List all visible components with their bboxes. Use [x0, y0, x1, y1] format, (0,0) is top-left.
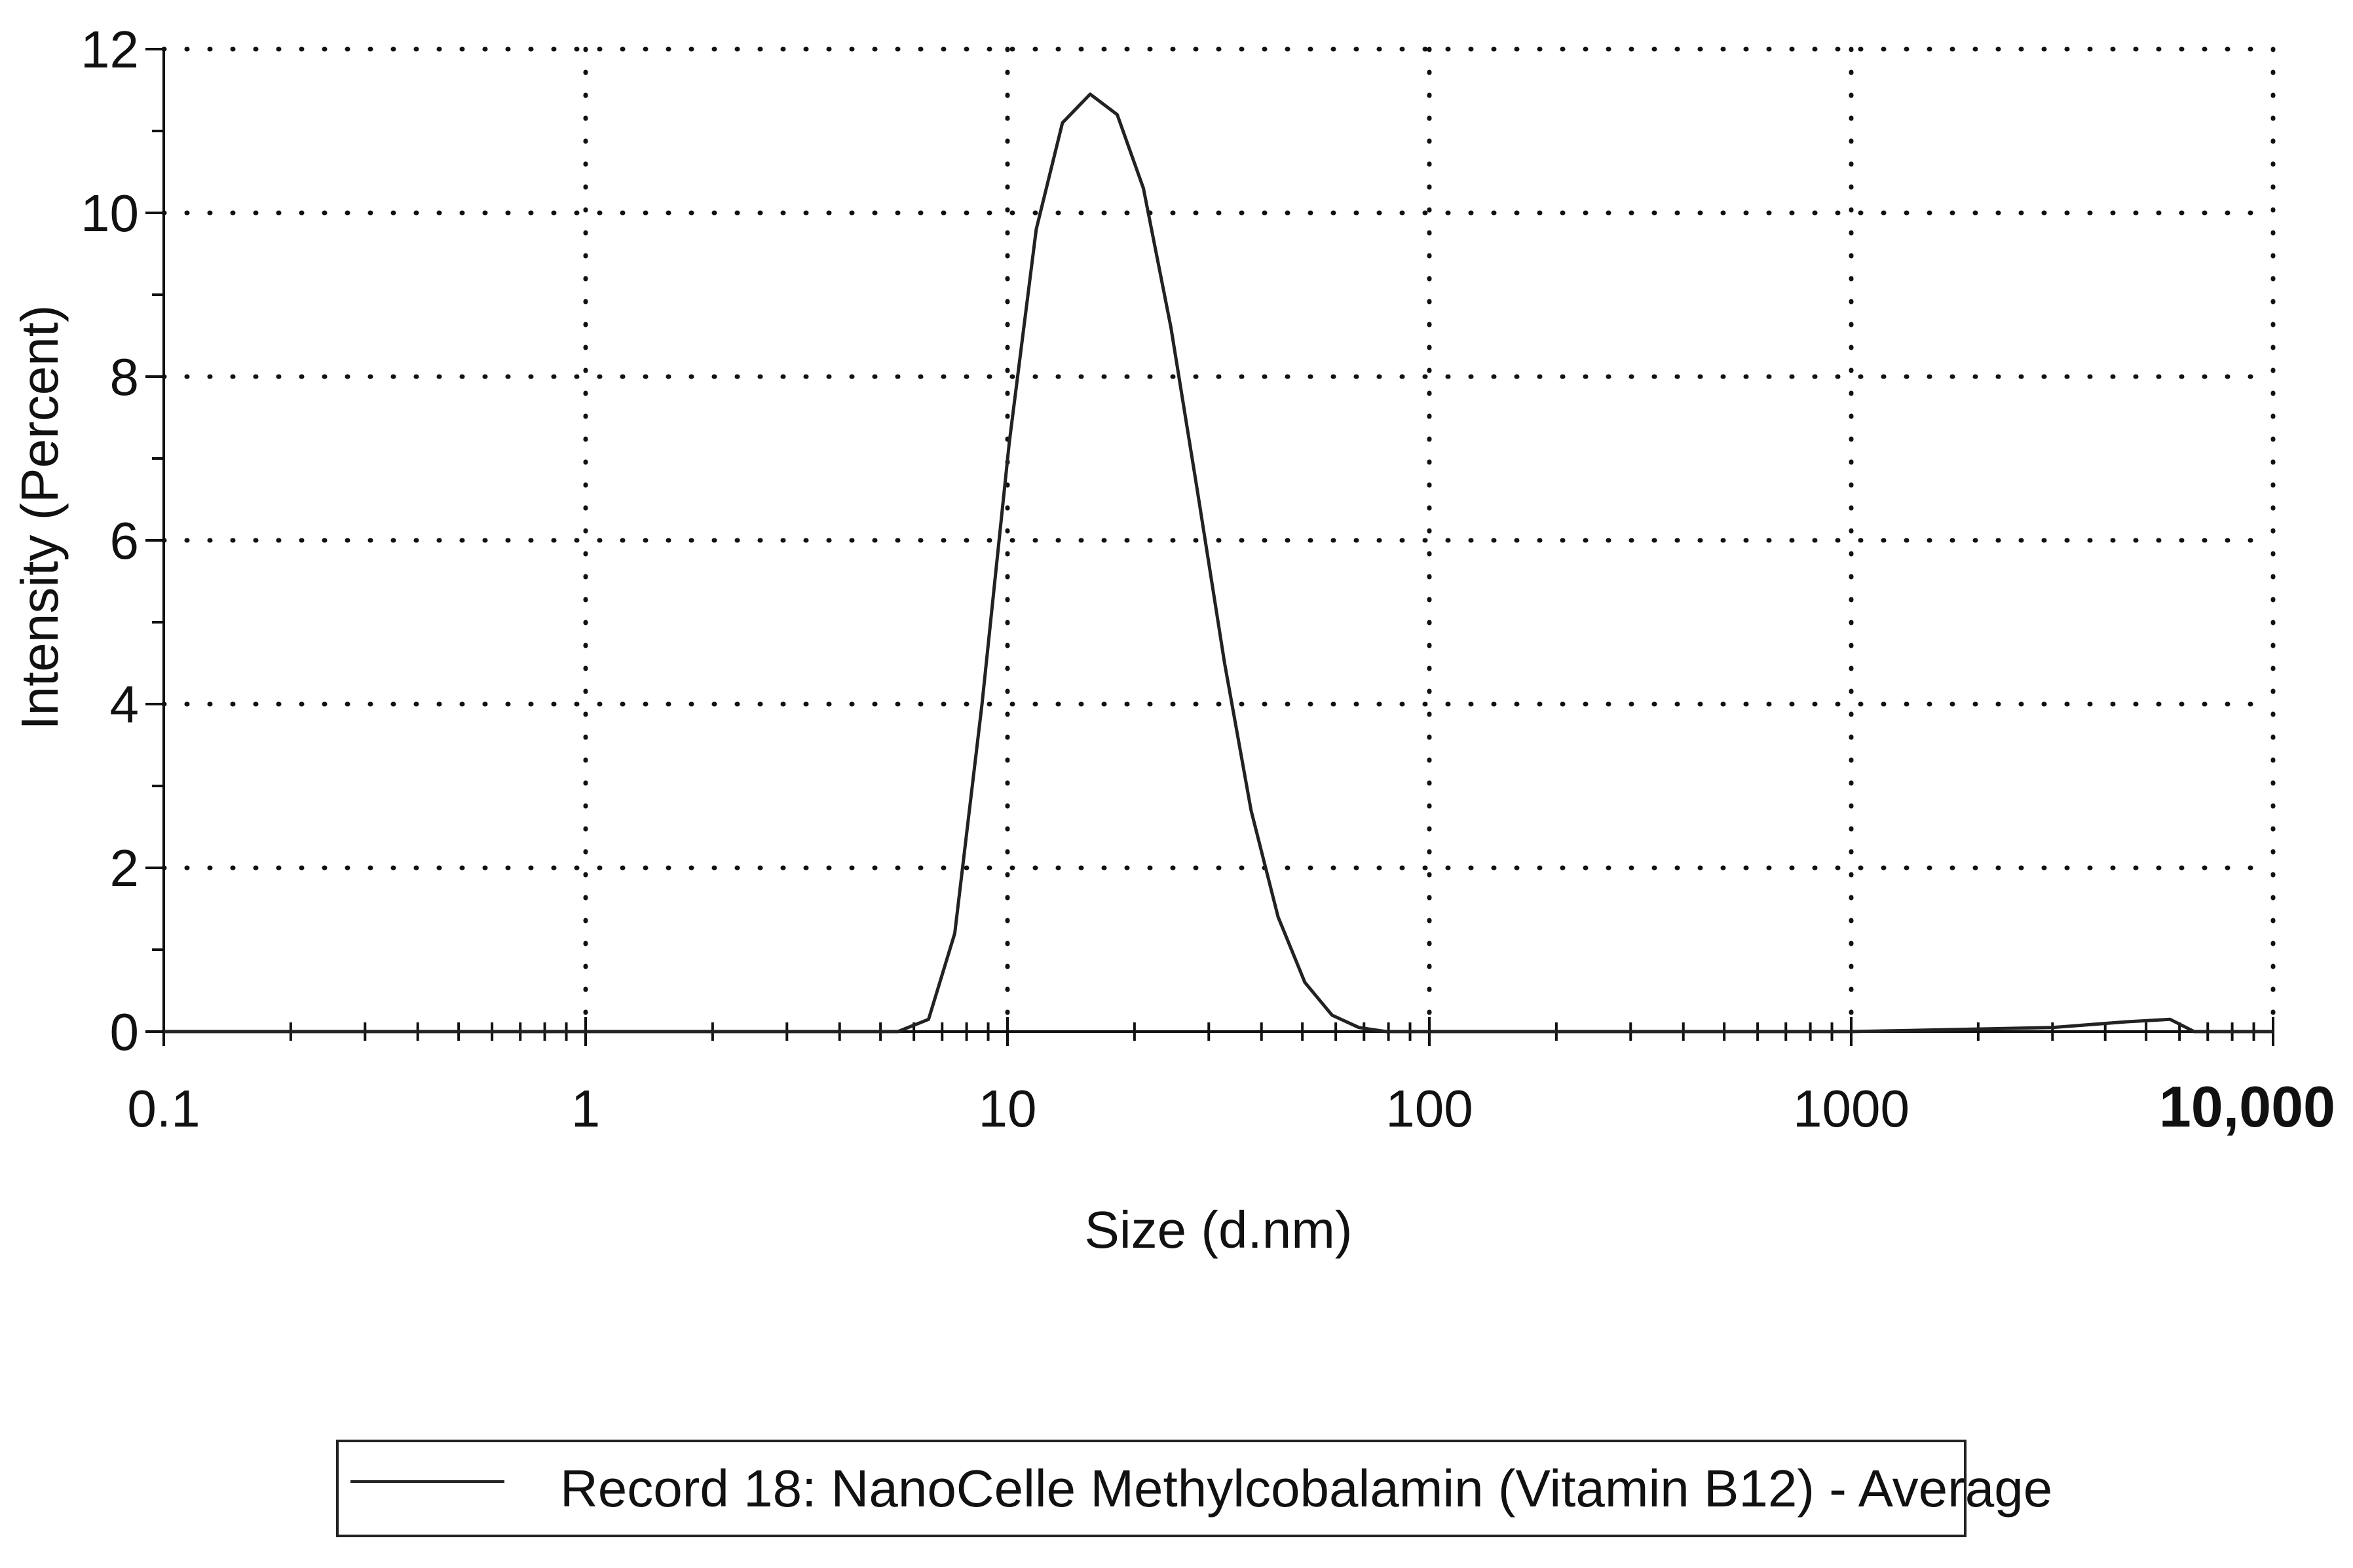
tick-labels: 0 2 4 6 8 10 12 0.1 1 10 100 1000 10,000	[81, 20, 2335, 1139]
series-lines	[164, 92, 2273, 1034]
legend-box	[336, 1440, 1967, 1537]
y-tick-label: 6	[110, 512, 140, 570]
y-tick-label: 4	[110, 675, 140, 734]
legend: Record 18: NanoCelle Methylcobalamin (Vi…	[336, 1440, 2052, 1537]
y-tick-label: 12	[81, 20, 139, 79]
x-tick-label: 1	[571, 1079, 601, 1138]
legend-label: Record 18: NanoCelle Methylcobalamin (Vi…	[560, 1459, 2052, 1518]
y-axis-title: Intensity (Percent)	[10, 305, 69, 730]
x-tick-label: 10	[979, 1079, 1037, 1138]
x-axis-title: Size (d.nm)	[1085, 1201, 1353, 1259]
y-tick-label: 0	[110, 1003, 140, 1061]
y-tick-label: 2	[110, 839, 140, 897]
x-tick-label: 10,000	[2159, 1074, 2335, 1139]
y-tick-label: 8	[110, 348, 140, 406]
x-tick-label: 1000	[1793, 1079, 1910, 1138]
series-line	[164, 92, 2273, 1034]
x-tick-label: 100	[1385, 1079, 1473, 1138]
y-tick-label: 10	[81, 184, 139, 242]
x-tick-label: 0.1	[127, 1079, 200, 1138]
grid-lines	[161, 47, 2276, 1034]
